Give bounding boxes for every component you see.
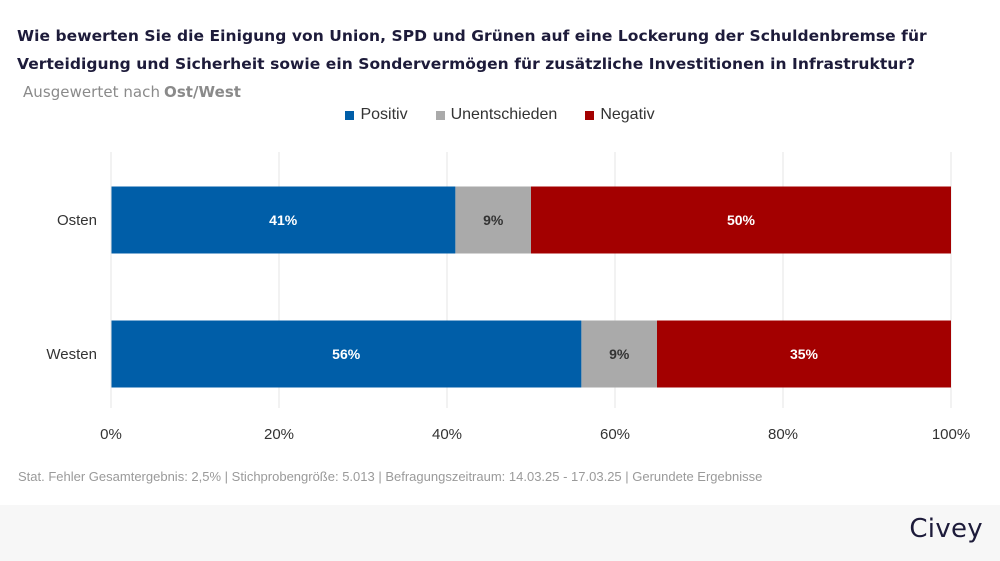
x-tick-label: 100%: [932, 426, 970, 443]
data-label: 41%: [269, 212, 298, 228]
legend-label: Positiv: [360, 106, 408, 123]
x-tick-label: 80%: [768, 426, 798, 443]
data-label: 9%: [483, 212, 504, 228]
bar-segment: [581, 320, 657, 388]
legend: Positiv Unentschieden Negativ: [0, 106, 1000, 124]
evaluated-by-value: Ost/West: [164, 83, 242, 101]
legend-label: Negativ: [600, 106, 655, 123]
x-tick-label: 0%: [100, 426, 122, 443]
data-label: 35%: [790, 346, 819, 362]
brand-logo: Civey: [909, 514, 983, 544]
x-tick-label: 60%: [600, 426, 630, 443]
stacked-bar-chart: 0% 20% 40% 60% 80% 100% Osten 41% 9% 50% Westen 56%…: [46, 152, 970, 443]
bar-segment: [657, 320, 951, 388]
category-label: Osten: [57, 212, 97, 229]
legend-swatch: [585, 110, 595, 120]
x-tick-label: 40%: [432, 426, 462, 443]
footnote: Stat. Fehler Gesamtergebnis: 2,5% | Stic…: [18, 469, 763, 484]
legend-swatch: [345, 110, 355, 120]
footer-band: [0, 505, 1000, 561]
data-label: 9%: [609, 346, 630, 362]
question-text: Wie bewerten Sie die Einigung von Union,…: [17, 27, 927, 73]
legend-item: Unentschieden: [435, 106, 558, 124]
bar-segment: [111, 186, 456, 254]
chart-title: Wie bewerten Sie die Einigung von Union,…: [17, 22, 977, 106]
x-tick-label: 20%: [264, 426, 294, 443]
legend-swatch: [435, 110, 445, 120]
legend-item: Negativ: [585, 106, 655, 124]
legend-label: Unentschieden: [450, 106, 558, 123]
bar-segment: [455, 186, 531, 254]
bar-segment: [531, 186, 951, 254]
legend-item: Positiv: [345, 106, 408, 124]
bar-segment: [111, 320, 582, 388]
evaluated-by-label: Ausgewertet nach: [23, 83, 161, 101]
category-label: Westen: [46, 346, 97, 363]
data-label: 56%: [332, 346, 361, 362]
data-label: 50%: [727, 212, 756, 228]
